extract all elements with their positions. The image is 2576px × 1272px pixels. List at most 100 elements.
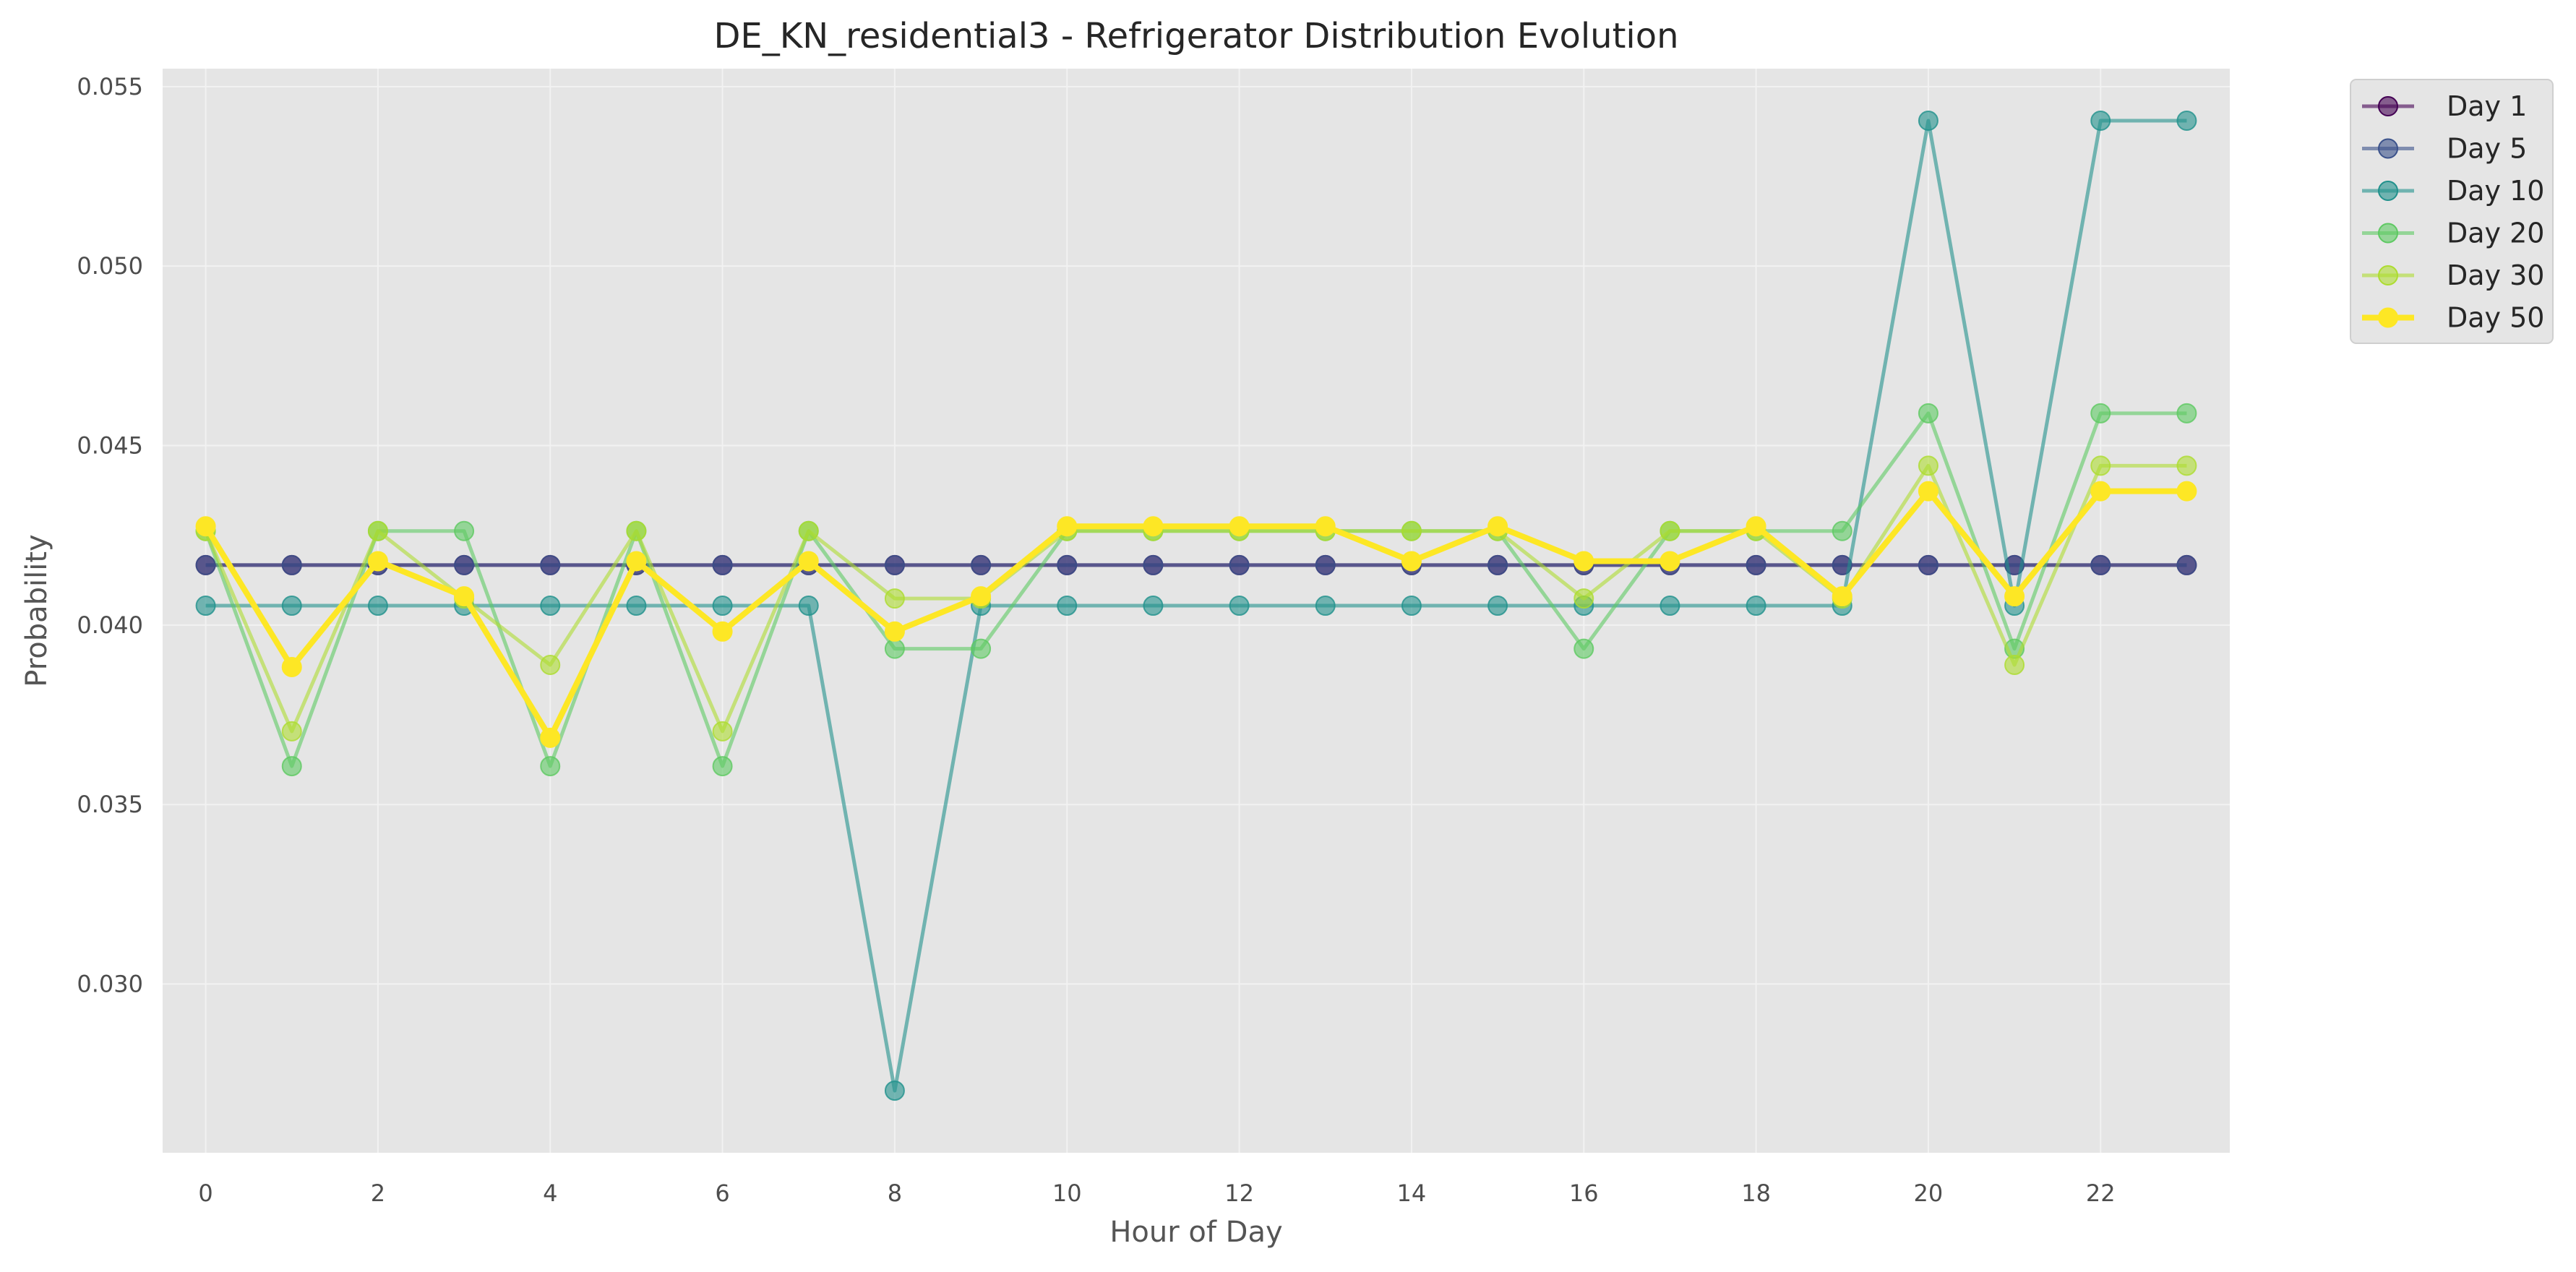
y-axis-ticks: 0.030 0.035 0.040 0.045 0.050 0.055 — [77, 73, 143, 998]
data-point — [367, 596, 388, 616]
data-point — [2090, 403, 2111, 424]
data-point — [626, 551, 647, 572]
data-point — [1401, 596, 1422, 616]
data-point — [454, 554, 475, 575]
data-point — [712, 596, 733, 616]
plot-background — [163, 69, 2230, 1153]
data-point — [195, 516, 216, 537]
data-point — [281, 596, 302, 616]
data-point — [195, 554, 216, 575]
data-point — [1143, 596, 1164, 616]
x-tick-label: 2 — [371, 1179, 385, 1207]
chart-title: DE_KN_residential3 - Refrigerator Distri… — [713, 16, 1678, 56]
legend: Day 1 Day 5 Day 10 Day 20 Day 30 Day 50 — [2350, 79, 2554, 344]
y-tick-label: 0.050 — [77, 252, 143, 280]
legend-label: Day 20 — [2447, 218, 2544, 249]
data-point — [281, 756, 302, 777]
data-point — [1918, 403, 1939, 424]
x-tick-label: 16 — [1569, 1179, 1599, 1207]
data-point — [540, 655, 561, 675]
data-point — [1573, 638, 1594, 659]
legend-marker — [2378, 307, 2398, 328]
x-axis-ticks: 0 2 4 6 8 10 12 14 16 18 20 22 — [198, 1179, 2115, 1207]
data-point — [1057, 554, 1078, 575]
data-point — [712, 621, 733, 642]
data-point — [1746, 516, 1766, 537]
data-point — [1229, 554, 1250, 575]
x-tick-label: 4 — [543, 1179, 557, 1207]
data-point — [195, 596, 216, 616]
series-line — [203, 488, 2187, 741]
x-tick-label: 20 — [1914, 1179, 1944, 1207]
data-point — [626, 596, 647, 616]
y-tick-label: 0.045 — [77, 432, 143, 460]
x-tick-label: 22 — [2086, 1179, 2116, 1207]
data-point — [1229, 596, 1250, 616]
data-point — [712, 756, 733, 777]
data-point — [1315, 516, 1336, 537]
data-point — [971, 638, 992, 659]
data-point — [281, 554, 302, 575]
data-point — [1315, 596, 1336, 616]
data-point — [884, 621, 905, 642]
data-point — [1746, 596, 1766, 616]
data-point — [454, 586, 475, 607]
data-point — [367, 520, 388, 541]
data-point — [971, 586, 992, 607]
data-point — [1832, 520, 1852, 541]
x-tick-label: 0 — [198, 1179, 212, 1207]
legend-label: Day 5 — [2447, 133, 2527, 165]
data-point — [2090, 455, 2111, 476]
data-point — [2090, 481, 2111, 502]
data-point — [2090, 554, 2111, 575]
data-point — [281, 721, 302, 742]
data-point — [540, 554, 561, 575]
data-point — [2176, 481, 2197, 502]
legend-label: Day 50 — [2447, 302, 2544, 334]
series-day-50 — [195, 481, 2197, 748]
data-point — [540, 596, 561, 616]
data-point — [712, 721, 733, 742]
data-point — [2176, 111, 2197, 132]
data-point — [2090, 111, 2111, 132]
legend-marker — [2378, 181, 2398, 201]
data-point — [1660, 520, 1680, 541]
data-point — [281, 656, 302, 677]
data-point — [2004, 586, 2025, 607]
data-point — [540, 727, 561, 748]
legend-label: Day 1 — [2447, 90, 2527, 122]
y-tick-label: 0.035 — [77, 791, 143, 818]
data-point — [884, 638, 905, 659]
data-point — [367, 551, 388, 572]
data-point — [626, 520, 647, 541]
x-tick-label: 6 — [715, 1179, 729, 1207]
data-point — [884, 588, 905, 609]
data-point — [1487, 554, 1508, 575]
data-point — [1143, 516, 1164, 537]
legend-marker — [2378, 265, 2398, 285]
x-tick-label: 14 — [1397, 1179, 1427, 1207]
data-point — [1918, 554, 1939, 575]
legend-marker — [2378, 96, 2398, 116]
series-day-30 — [195, 455, 2197, 742]
x-tick-label: 12 — [1224, 1179, 1254, 1207]
x-tick-label: 8 — [888, 1179, 902, 1207]
data-point — [540, 756, 561, 777]
data-point — [2176, 403, 2197, 424]
x-axis-label: Hour of Day — [1109, 1216, 1282, 1249]
data-point — [798, 596, 819, 616]
data-point — [798, 520, 819, 541]
legend-label: Day 30 — [2447, 259, 2544, 291]
data-point — [454, 520, 475, 541]
data-point — [884, 1080, 905, 1101]
data-point — [971, 554, 992, 575]
data-point — [1918, 481, 1939, 502]
y-tick-label: 0.055 — [77, 73, 143, 100]
data-point — [798, 551, 819, 572]
data-point — [1660, 551, 1680, 572]
legend-box — [2350, 79, 2554, 344]
data-point — [1401, 520, 1422, 541]
data-point — [1315, 554, 1336, 575]
data-point — [1487, 516, 1508, 537]
